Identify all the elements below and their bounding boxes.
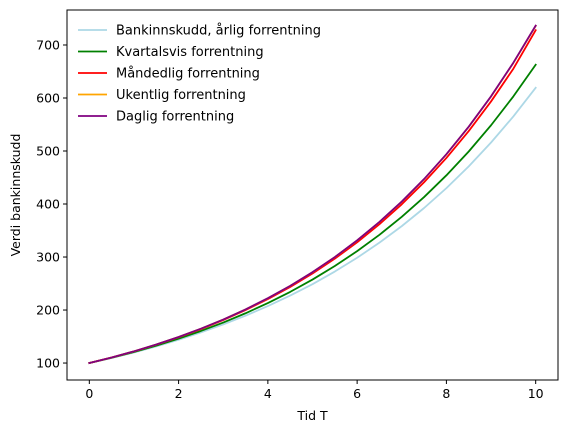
x-tick-label: 8 [442, 386, 450, 401]
legend: Bankinnskudd, årlig forrentning Kvartalsv… [78, 24, 321, 125]
y-tick-label: 100 [36, 356, 60, 371]
plot-frame [66, 9, 559, 381]
x-tick-label: 2 [175, 386, 183, 401]
y-tick-label: 300 [36, 250, 60, 265]
x-tick-label: 4 [264, 386, 272, 401]
y-tick-label: 200 [36, 303, 60, 318]
x-tick-label: 0 [85, 386, 93, 401]
plot-area [88, 24, 537, 365]
legend-label-0: Bankinnskudd, årlig forrentning [116, 24, 321, 39]
legend-label-2: Måndedlig forrentning [116, 67, 260, 82]
y-tick-label: 600 [36, 90, 60, 105]
y-tick-label: 500 [36, 144, 60, 159]
legend-label-1: Kvartalsvis forrentning [116, 45, 264, 60]
y-axis-label: Verdi bankinnskudd [8, 134, 23, 257]
legend-label-4: Daglig forrentning [116, 110, 234, 125]
series-line-4 [88, 24, 537, 365]
y-tick-label: 400 [36, 197, 60, 212]
x-axis-label: Tid T [296, 408, 328, 423]
series-line-1 [88, 63, 537, 365]
x-tick-label: 6 [353, 386, 361, 401]
x-tick-label: 10 [528, 386, 544, 401]
axes: 0 2 4 6 8 10 100 200 300 400 500 600 700 [36, 9, 559, 401]
legend-label-3: Ukentlig forrentning [116, 88, 246, 103]
y-tick-label: 700 [36, 37, 60, 52]
